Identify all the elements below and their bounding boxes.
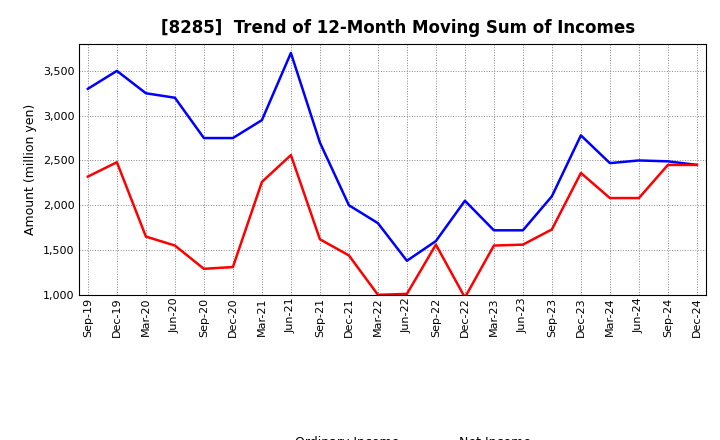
Ordinary Income [84, 86, 92, 92]
Ordinary Income [490, 227, 498, 233]
Ordinary Income [693, 162, 701, 168]
Net Income [490, 243, 498, 248]
Y-axis label: Amount (million yen): Amount (million yen) [24, 104, 37, 235]
Net Income [142, 234, 150, 239]
Ordinary Income [548, 194, 557, 199]
Net Income [402, 291, 411, 297]
Net Income [345, 253, 354, 258]
Ordinary Income [112, 68, 121, 73]
Ordinary Income [577, 133, 585, 138]
Line: Net Income: Net Income [88, 155, 697, 297]
Net Income [112, 160, 121, 165]
Ordinary Income [142, 91, 150, 96]
Ordinary Income [199, 136, 208, 141]
Ordinary Income [664, 159, 672, 164]
Ordinary Income [374, 220, 382, 226]
Legend: Ordinary Income, Net Income: Ordinary Income, Net Income [248, 432, 536, 440]
Text: [8285]  Trend of 12-Month Moving Sum of Incomes: [8285] Trend of 12-Month Moving Sum of I… [161, 19, 635, 37]
Ordinary Income [402, 258, 411, 264]
Net Income [518, 242, 527, 247]
Ordinary Income [171, 95, 179, 100]
Net Income [258, 180, 266, 185]
Ordinary Income [258, 117, 266, 123]
Net Income [374, 292, 382, 297]
Net Income [693, 162, 701, 168]
Net Income [228, 264, 237, 270]
Net Income [548, 227, 557, 232]
Net Income [315, 237, 324, 242]
Net Income [431, 242, 440, 247]
Ordinary Income [228, 136, 237, 141]
Ordinary Income [315, 140, 324, 145]
Ordinary Income [345, 202, 354, 208]
Ordinary Income [431, 238, 440, 244]
Ordinary Income [461, 198, 469, 203]
Net Income [171, 243, 179, 248]
Net Income [606, 195, 614, 201]
Net Income [199, 266, 208, 271]
Ordinary Income [606, 161, 614, 166]
Net Income [287, 152, 295, 158]
Ordinary Income [634, 158, 643, 163]
Net Income [84, 174, 92, 179]
Ordinary Income [518, 227, 527, 233]
Net Income [461, 295, 469, 300]
Net Income [664, 162, 672, 168]
Line: Ordinary Income: Ordinary Income [88, 53, 697, 261]
Net Income [634, 195, 643, 201]
Ordinary Income [287, 50, 295, 55]
Net Income [577, 170, 585, 176]
